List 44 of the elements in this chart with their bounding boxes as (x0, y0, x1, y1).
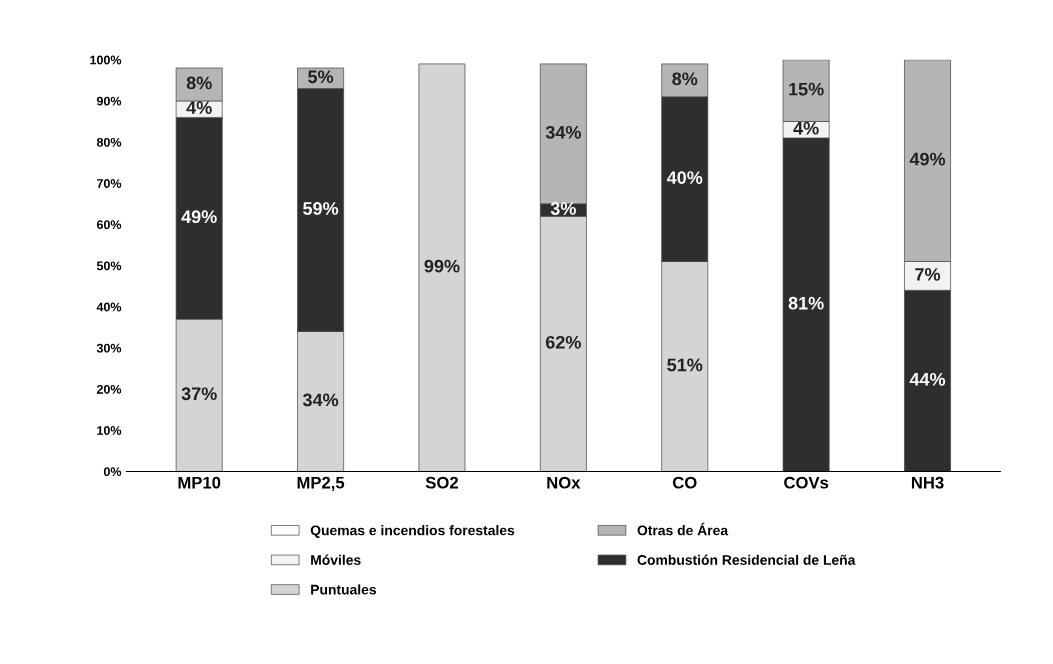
data-label: 51% (667, 358, 703, 372)
legend-label: Móviles (311, 554, 361, 565)
data-label: 99% (424, 259, 460, 273)
data-label: 34% (545, 125, 581, 139)
y-tick-label: 60% (96, 220, 122, 230)
data-label: 7% (915, 268, 941, 281)
data-label: 81% (788, 296, 824, 310)
x-tick-label: COVs (784, 476, 829, 489)
data-label: 8% (672, 72, 698, 86)
data-label: 59% (303, 202, 339, 215)
data-label: 3% (550, 202, 576, 215)
y-tick-label: 70% (97, 179, 122, 188)
data-label: 44% (909, 372, 946, 386)
data-label: 49% (909, 152, 946, 166)
data-label: 4% (793, 121, 819, 135)
data-label: 15% (789, 82, 824, 96)
x-tick-label: MP2,5 (297, 476, 345, 491)
data-label: 34% (302, 393, 339, 407)
data-label: 49% (181, 210, 217, 224)
legend-label: Puntuales (311, 584, 377, 595)
y-tick-label: 50% (96, 261, 122, 271)
y-tick-label: 0% (103, 467, 122, 477)
x-tick-label: CO (672, 476, 697, 489)
data-label: 37% (181, 387, 217, 401)
data-label: 4% (186, 101, 212, 114)
x-tick-label: SO2 (425, 476, 458, 489)
data-label: 5% (308, 70, 334, 84)
legend-label: Combustión Residencial de Leña (637, 554, 856, 565)
y-tick-label: 80% (96, 137, 122, 147)
y-tick-label: 20% (96, 384, 122, 394)
y-tick-label: 10% (97, 426, 122, 435)
data-label: 62% (545, 335, 581, 349)
bar (418, 63, 466, 472)
y-tick-label: 40% (96, 302, 122, 312)
x-tick-label: NOx (547, 476, 581, 489)
legend-label: Quemas e incendios forestales (310, 525, 515, 538)
x-tick-label: MP10 (178, 476, 221, 489)
data-label: 40% (666, 171, 703, 184)
legend-label: Otras de Área (637, 522, 729, 536)
y-tick-label: 30% (96, 343, 122, 353)
data-label: 8% (186, 76, 212, 90)
x-tick-label: NH3 (911, 476, 944, 489)
y-tick-label: 90% (96, 96, 122, 106)
y-tick-label: 100% (90, 55, 122, 65)
